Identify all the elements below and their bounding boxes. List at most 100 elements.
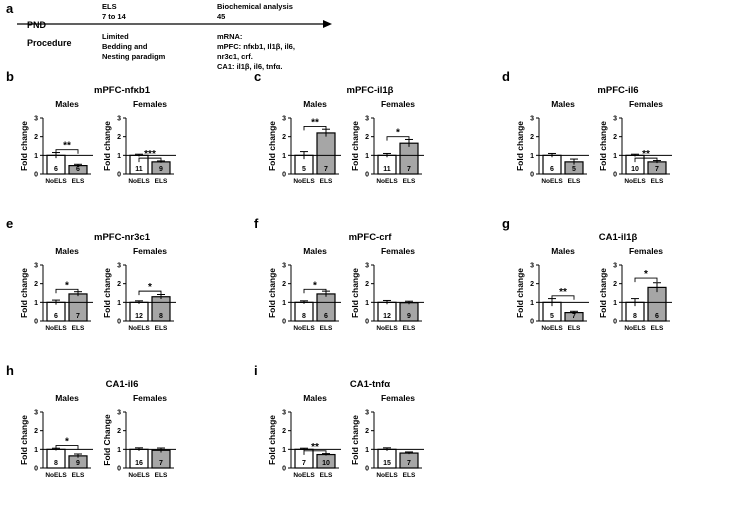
panel-letter-e: e xyxy=(6,216,13,231)
panel-letter-c: c xyxy=(254,69,261,84)
y-axis-label: Fold change xyxy=(598,268,608,318)
n-label: 8 xyxy=(633,313,637,320)
significance-bracket xyxy=(551,295,575,300)
sex-title: Males xyxy=(303,393,327,403)
y-tick-label: 2 xyxy=(34,281,38,288)
y-tick-label: 2 xyxy=(282,428,286,435)
els-proc-3: Nesting paradigm xyxy=(102,52,166,61)
y-tick-label: 2 xyxy=(613,134,617,141)
significance-bracket xyxy=(303,288,327,294)
y-tick-label: 3 xyxy=(34,116,38,123)
panel-title: mPFC-crf xyxy=(349,232,393,243)
y-tick-label: 3 xyxy=(365,410,369,417)
panel-letter-d: d xyxy=(502,69,510,84)
n-label: 8 xyxy=(54,460,58,467)
n-label: 6 xyxy=(76,166,80,173)
sex-title: Females xyxy=(133,99,167,109)
panel-letter-g: g xyxy=(502,216,510,231)
y-tick-label: 1 xyxy=(117,447,121,454)
category-label: NoELS xyxy=(45,325,67,332)
n-label: 16 xyxy=(135,460,143,467)
panel-h: h CA1-il6 Males 0 1 2 3 Fold change 8 NoELS 9 ELS * F… xyxy=(6,363,176,479)
n-label: 6 xyxy=(324,313,328,320)
n-label: 6 xyxy=(54,313,58,320)
category-label: NoELS xyxy=(45,472,67,479)
y-tick-label: 0 xyxy=(34,172,38,179)
panel-letter-f: f xyxy=(254,216,259,231)
y-tick-label: 0 xyxy=(282,319,286,326)
category-label: ELS xyxy=(72,325,85,332)
significance-label: * xyxy=(396,128,400,139)
y-axis-label: Fold change xyxy=(598,121,608,171)
category-label: NoELS xyxy=(293,472,315,479)
category-label: NoELS xyxy=(376,178,398,185)
n-label: 7 xyxy=(655,166,659,173)
sex-title: Males xyxy=(303,246,327,256)
y-tick-label: 2 xyxy=(530,281,534,288)
n-label: 7 xyxy=(76,313,80,320)
category-label: ELS xyxy=(155,325,168,332)
sex-title: Males xyxy=(55,99,79,109)
y-tick-label: 0 xyxy=(613,319,617,326)
y-tick-label: 3 xyxy=(530,116,534,123)
significance-label: ** xyxy=(559,287,567,298)
y-axis-label: Fold change xyxy=(515,268,525,318)
y-tick-label: 1 xyxy=(365,153,369,160)
bio-head-2: 45 xyxy=(217,12,225,21)
y-tick-label: 3 xyxy=(282,116,286,123)
y-tick-label: 2 xyxy=(365,134,369,141)
n-label: 12 xyxy=(383,313,391,320)
y-tick-label: 2 xyxy=(34,134,38,141)
n-label: 5 xyxy=(550,313,554,320)
category-label: ELS xyxy=(651,178,664,185)
panel-title: mPFC-nr3c1 xyxy=(94,232,151,243)
n-label: 7 xyxy=(572,313,576,320)
y-tick-label: 0 xyxy=(530,319,534,326)
subplot-females: Females 0 1 2 3 Fold Change 16 NoELS 7 ELS xyxy=(102,393,176,479)
category-label: ELS xyxy=(320,472,333,479)
sex-title: Males xyxy=(551,246,575,256)
y-tick-label: 1 xyxy=(282,447,286,454)
n-label: 11 xyxy=(135,166,143,173)
n-label: 12 xyxy=(135,313,143,320)
y-tick-label: 2 xyxy=(117,428,121,435)
y-tick-label: 3 xyxy=(613,263,617,270)
y-axis-label: Fold change xyxy=(19,268,29,318)
panel-title: CA1-tnfα xyxy=(350,379,390,390)
y-tick-label: 1 xyxy=(613,153,617,160)
n-label: 10 xyxy=(322,460,330,467)
panel-title: mPFC-il6 xyxy=(597,85,638,96)
subplot-females: Females 0 1 2 3 Fold change 11 NoELS 9 ELS *** xyxy=(102,99,176,185)
sex-title: Females xyxy=(133,393,167,403)
y-tick-label: 2 xyxy=(34,428,38,435)
category-label: NoELS xyxy=(128,325,150,332)
y-tick-label: 0 xyxy=(365,172,369,179)
bio-head-1: Biochemical analysis xyxy=(217,2,293,11)
y-axis-label: Fold Change xyxy=(102,414,112,466)
n-label: 15 xyxy=(383,460,391,467)
category-label: NoELS xyxy=(45,178,67,185)
significance-label: * xyxy=(313,280,317,291)
panel-letter-b: b xyxy=(6,69,14,84)
mrna-line-4: CA1: il1β, il6, tnfα. xyxy=(217,62,282,71)
n-label: 7 xyxy=(407,166,411,173)
y-tick-label: 1 xyxy=(530,153,534,160)
n-label: 9 xyxy=(407,313,411,320)
y-tick-label: 0 xyxy=(117,466,121,473)
y-tick-label: 0 xyxy=(34,319,38,326)
els-head-2: 7 to 14 xyxy=(102,12,127,21)
category-label: ELS xyxy=(651,325,664,332)
category-label: NoELS xyxy=(128,178,150,185)
n-label: 7 xyxy=(324,166,328,173)
y-tick-label: 0 xyxy=(282,172,286,179)
mrna-line-3: nr3c1, crf. xyxy=(217,52,253,61)
n-label: 10 xyxy=(631,166,639,173)
y-axis-label: Fold change xyxy=(515,121,525,171)
y-tick-label: 1 xyxy=(365,300,369,307)
significance-label: ** xyxy=(63,141,71,152)
n-label: 9 xyxy=(76,460,80,467)
panel-c: c mPFC-il1β Males 0 1 2 3 Fold change 5 NoELS 7 ELS… xyxy=(254,69,424,185)
